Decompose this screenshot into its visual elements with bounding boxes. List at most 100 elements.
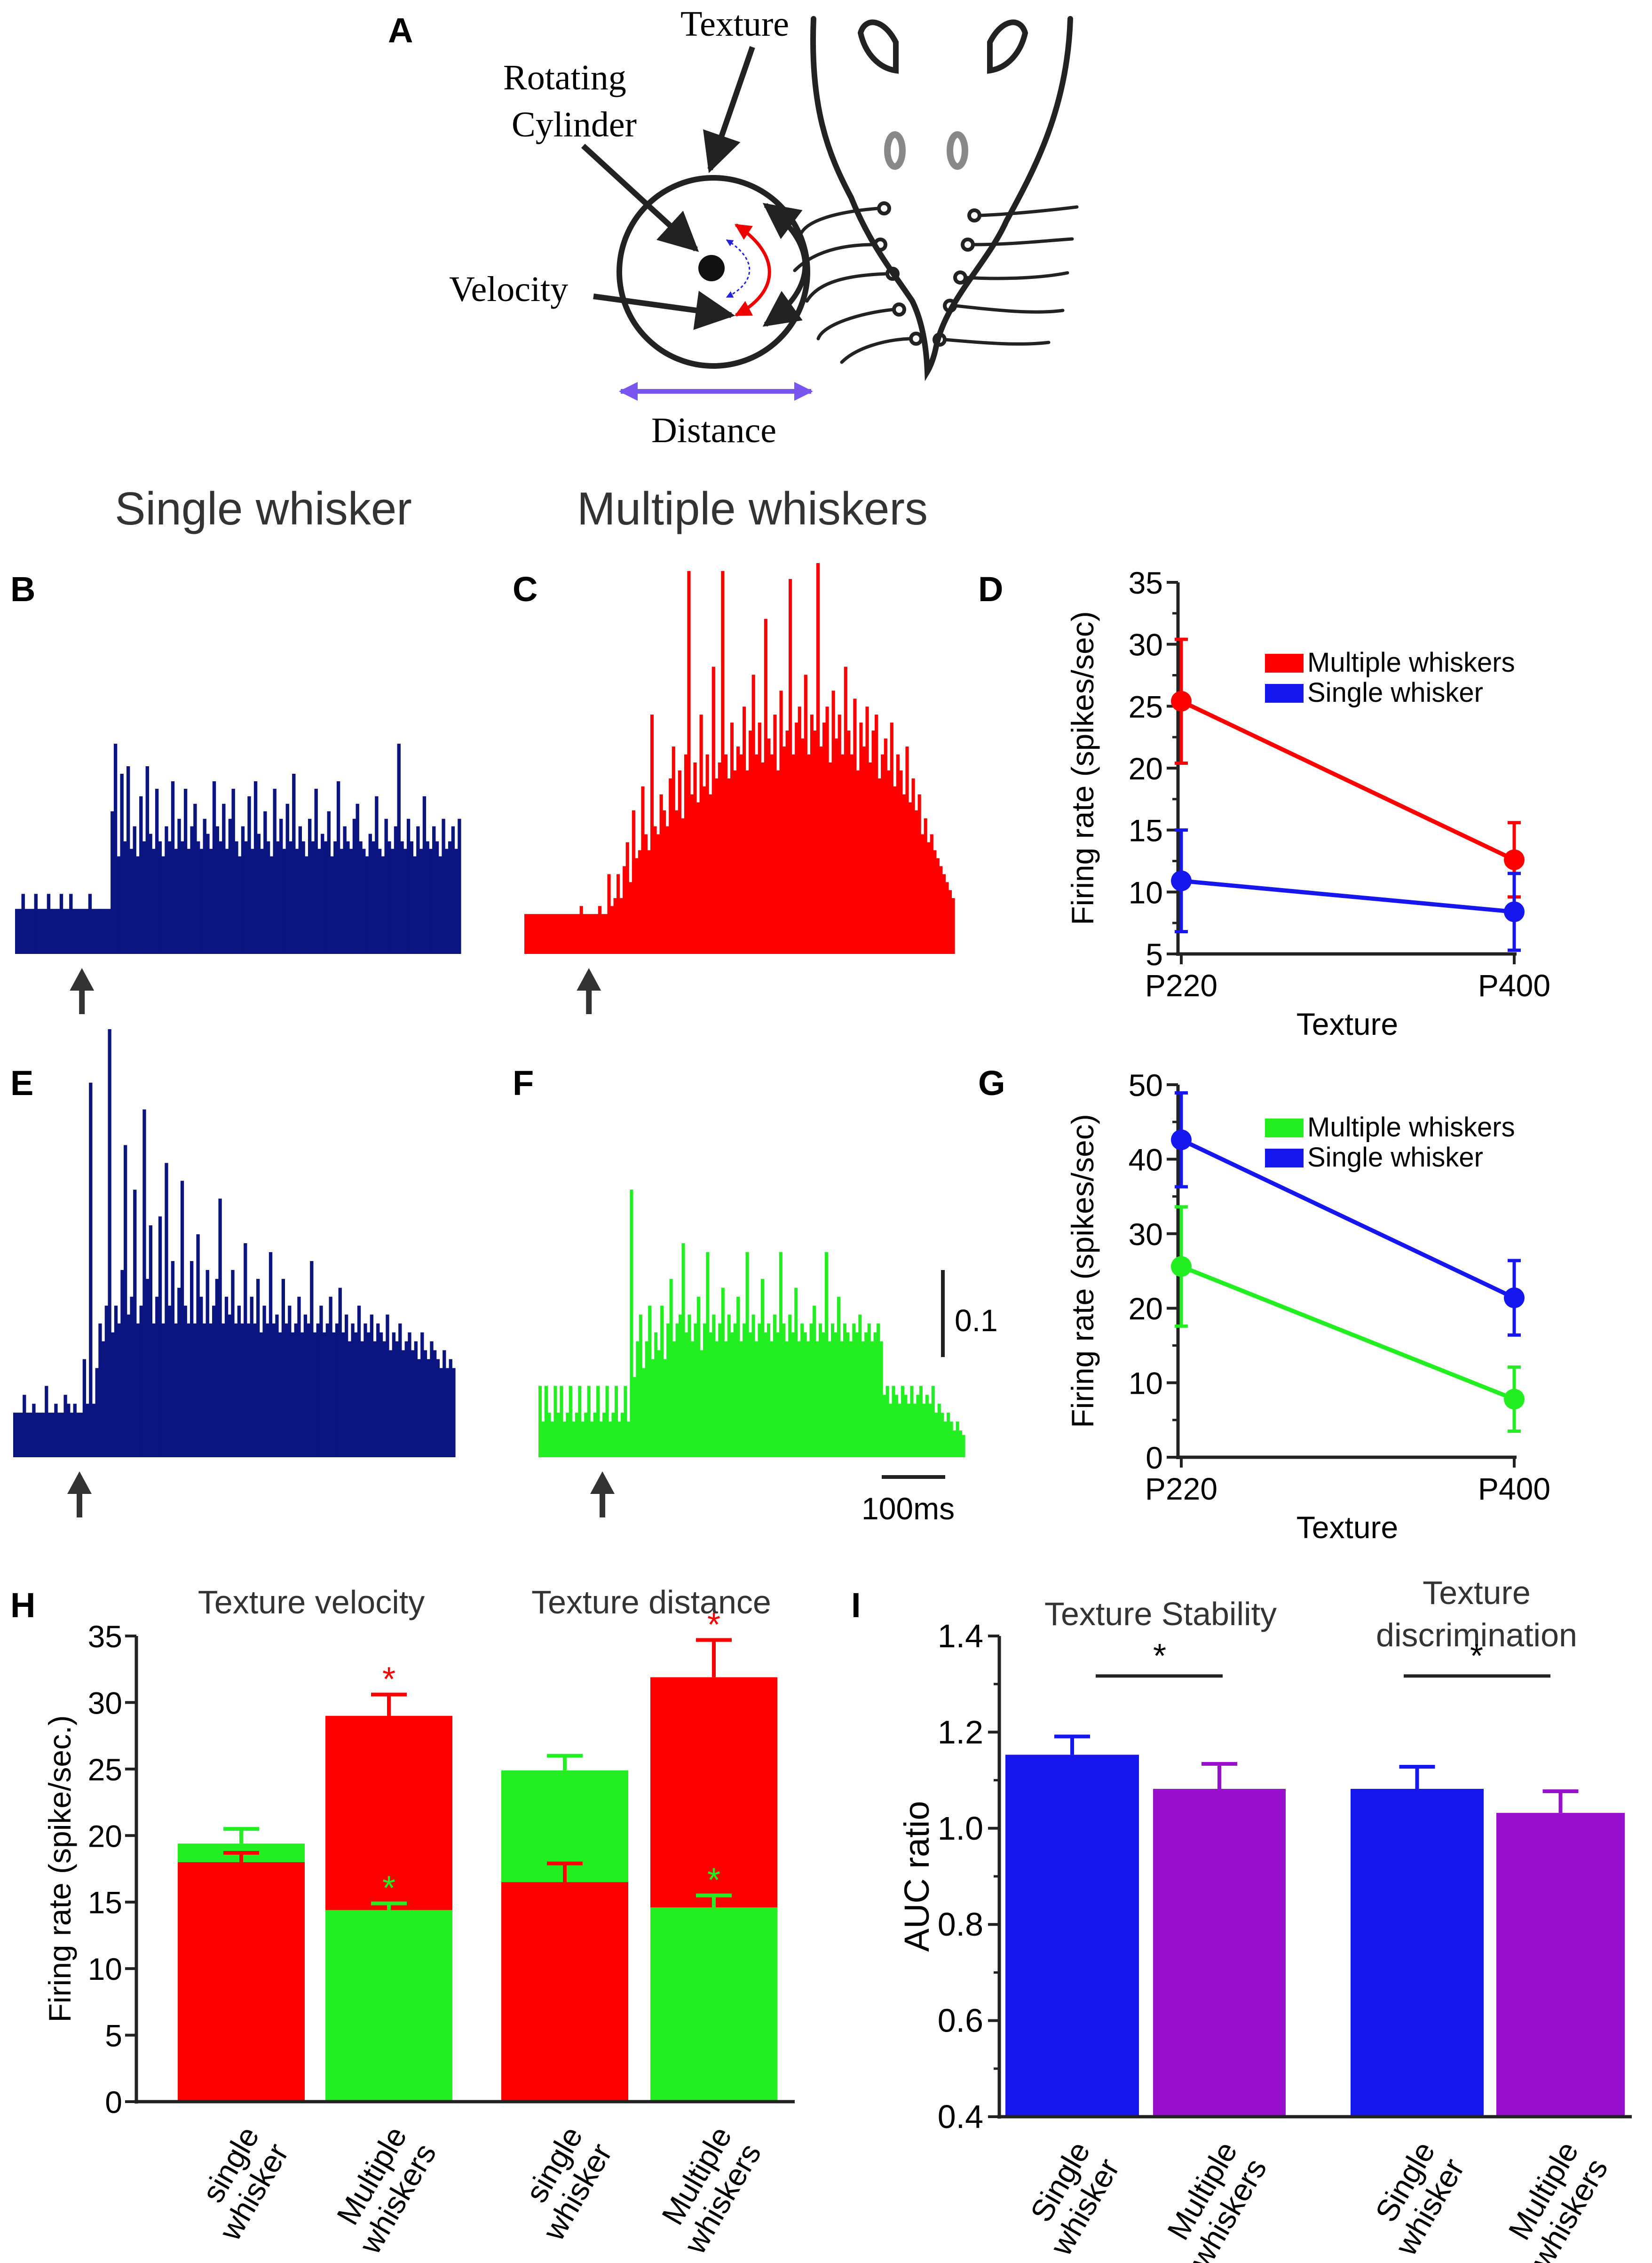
histogram-bar	[915, 810, 918, 954]
y-tick-label: 10	[1129, 875, 1163, 910]
y-tick-label: 20	[1129, 751, 1163, 786]
histogram-bar	[343, 826, 347, 954]
histogram-bar	[951, 898, 955, 954]
histogram-bar	[561, 914, 565, 954]
histogram-bar	[82, 909, 86, 954]
histogram-bar	[237, 1305, 241, 1457]
histogram-bar	[376, 1323, 380, 1457]
histogram-bar	[256, 1278, 260, 1457]
histogram-bar	[620, 1413, 624, 1457]
data-point	[1504, 1389, 1525, 1410]
histogram-bar	[202, 1323, 206, 1457]
histogram-bar	[129, 849, 134, 954]
panel-label-e: E	[10, 1064, 33, 1103]
histogram-bar	[47, 1413, 52, 1457]
histogram-bar	[63, 909, 66, 954]
histogram-bar	[712, 1314, 716, 1457]
histogram-bar	[856, 770, 860, 954]
histogram-bar	[360, 1341, 364, 1457]
histogram-bar	[560, 1386, 563, 1457]
histogram-bar	[642, 1368, 646, 1457]
histogram-bar	[37, 909, 41, 954]
histogram-bar	[917, 794, 921, 954]
histogram-bar	[861, 1341, 865, 1457]
histogram-bar	[549, 914, 553, 954]
histogram-bar	[779, 1252, 783, 1457]
histogram-bar	[824, 1252, 829, 1457]
y-tick-label: 1.0	[938, 1810, 983, 1847]
histogram-bar	[445, 1368, 450, 1457]
legend-swatch	[1265, 654, 1304, 673]
histogram-bar	[18, 909, 22, 954]
histogram-bar	[111, 811, 114, 954]
histogram-bar	[547, 1413, 551, 1457]
histogram-bar	[933, 850, 937, 954]
histogram-bar	[930, 834, 933, 954]
panel-f-histogram	[538, 1190, 965, 1517]
histogram-bar	[307, 1323, 310, 1457]
histogram-bar	[577, 914, 580, 954]
histogram-bar	[761, 762, 765, 954]
histogram-bar	[699, 715, 703, 954]
histogram-bar	[645, 1341, 648, 1457]
histogram-bar	[168, 841, 172, 954]
histogram-bar	[672, 1341, 676, 1457]
histogram-bar	[107, 909, 111, 954]
histogram-bar	[884, 738, 887, 954]
histogram-bar	[783, 746, 786, 954]
histogram-bar	[610, 906, 614, 954]
histogram-bar	[136, 856, 140, 954]
histogram-bar	[228, 818, 232, 954]
histogram-bar	[104, 909, 108, 954]
histogram-bar	[206, 1270, 209, 1457]
histogram-bar	[384, 818, 388, 954]
histogram-bar	[241, 826, 245, 954]
rotation-arrow-red	[734, 223, 771, 317]
histogram-bar	[136, 1323, 140, 1457]
histogram-bar	[419, 849, 423, 954]
legend-label: Single whisker	[1307, 1142, 1483, 1173]
histogram-bar	[865, 707, 869, 954]
histogram-bar	[800, 1323, 804, 1457]
histogram-bar	[51, 1413, 55, 1457]
histogram-bar	[50, 909, 54, 954]
histogram-bar	[782, 1323, 786, 1457]
histogram-bar	[82, 1359, 87, 1457]
histogram-bar	[130, 1296, 134, 1457]
y-tick-label: 15	[1129, 813, 1163, 848]
histogram-bar	[816, 563, 820, 954]
histogram-bar	[556, 1413, 560, 1457]
histogram-bar	[391, 849, 395, 954]
histogram-bar	[566, 1413, 569, 1457]
histogram-bar	[638, 850, 641, 954]
histogram-bar	[410, 841, 414, 954]
panel-label-h: H	[10, 1586, 35, 1625]
histogram-bar	[736, 746, 740, 954]
histogram-bar	[439, 1368, 443, 1457]
y-tick-label: 20	[88, 1818, 122, 1853]
histogram-bar	[945, 882, 949, 954]
histogram-bar	[843, 1323, 846, 1457]
panel-g-line-chart: 0 10 20 30 40 50 P220 P400 Texture Firing rate (s…	[1065, 1068, 1550, 1545]
histogram-bar	[142, 1109, 146, 1457]
histogram-bar	[533, 914, 537, 954]
histogram-bar	[114, 1305, 118, 1457]
histogram-bar	[855, 1332, 859, 1457]
y-tick-label: 30	[1129, 627, 1163, 662]
x-tick-label: Multiplewhiskers	[323, 2120, 443, 2260]
panel-label-i: I	[851, 1586, 861, 1625]
velocity-arrow	[593, 291, 735, 330]
histogram-bar	[636, 1341, 640, 1457]
histogram-bar	[550, 1421, 554, 1457]
histogram-bar	[98, 909, 102, 954]
histogram-bar	[372, 841, 375, 954]
histogram-bar	[931, 1386, 935, 1457]
histogram-bar	[171, 1261, 175, 1457]
histogram-bar	[338, 1287, 342, 1457]
histogram-bar	[847, 731, 851, 954]
y-axis-label: AUC ratio	[897, 1801, 936, 1952]
histogram-bar	[199, 849, 204, 954]
histogram-bar	[711, 667, 715, 954]
histogram-bar	[298, 826, 302, 954]
histogram-bar	[700, 1350, 703, 1457]
